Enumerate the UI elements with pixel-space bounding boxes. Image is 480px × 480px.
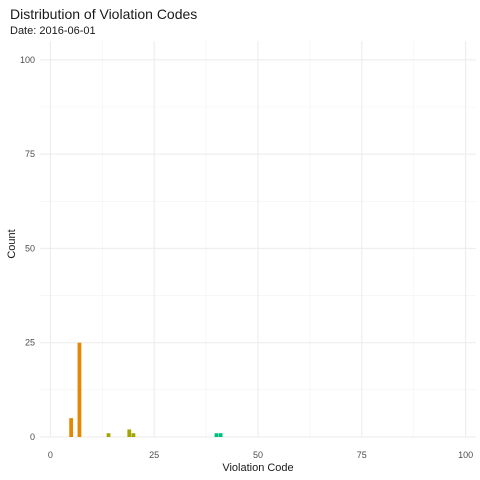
y-tick-label: 75 (25, 149, 35, 159)
tick-labels: 0 25 50 75 100 0 25 50 75 100 (20, 55, 473, 460)
x-tick-label: 0 (48, 450, 53, 460)
bar (131, 433, 136, 437)
y-tick-label: 100 (20, 55, 35, 65)
y-tick-label: 0 (30, 432, 35, 442)
y-tick-label: 50 (25, 243, 35, 253)
y-tick-label: 25 (25, 338, 35, 348)
chart-title: Distribution of Violation Codes (10, 6, 198, 22)
x-tick-label: 50 (253, 450, 263, 460)
bar (218, 433, 223, 437)
chart-subtitle: Date: 2016-06-01 (10, 25, 96, 37)
bar (77, 342, 82, 437)
bars (69, 342, 223, 437)
bar (214, 433, 219, 437)
x-tick-label: 25 (149, 450, 159, 460)
y-axis-label: Count (6, 229, 18, 258)
x-tick-label: 75 (357, 450, 367, 460)
grid (40, 41, 476, 438)
x-tick-label: 100 (458, 450, 473, 460)
bar (69, 418, 74, 437)
x-axis-label: Violation Code (222, 462, 293, 474)
bar (127, 429, 132, 437)
bar (106, 433, 111, 437)
